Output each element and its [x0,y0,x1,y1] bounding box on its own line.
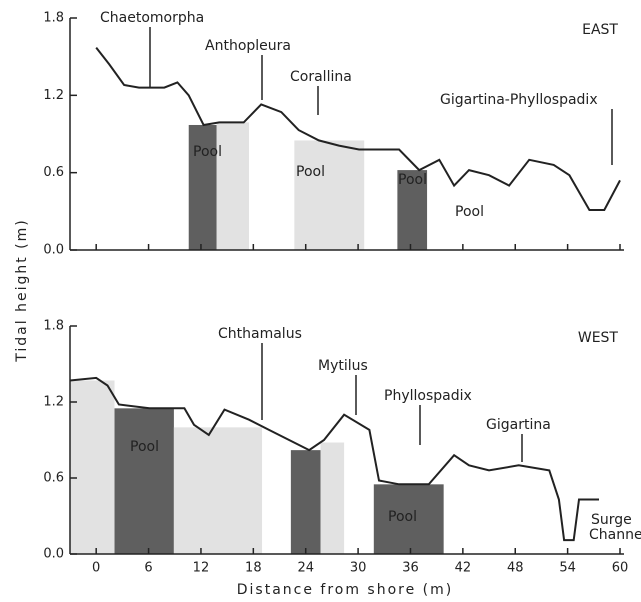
profile [95,46,621,211]
x-tick-label: 12 [193,561,210,576]
y-tick-label: 0.0 [43,547,64,562]
pool [173,427,263,554]
annotation: Gigartina-Phyllospadix [440,92,598,108]
pool [294,140,365,250]
x-tick-label: 6 [144,561,152,576]
y-tick-label: 1.8 [43,11,64,26]
panel-label: WEST [578,330,619,346]
x-tick-label: 36 [402,561,419,576]
pool [320,442,345,554]
x-tick-label: 30 [350,561,367,576]
annotation: Mytilus [318,358,368,374]
pool [188,124,217,250]
pool [373,484,444,554]
y-tick-label: 0.6 [43,471,64,486]
y-tick-label: 0.6 [43,165,64,180]
pool [216,122,249,250]
annotation: Pool [398,172,427,188]
annotation: Chaetomorpha [100,10,204,26]
x-tick-label: 60 [612,561,629,576]
pool [290,450,321,554]
x-axis-label: Distance from shore (m) [237,582,454,598]
y-tick-label: 1.8 [43,319,64,334]
annotation: Pool [455,204,484,220]
y-tick-label: 0.0 [43,243,64,258]
profile [69,376,599,542]
x-tick-label: 48 [507,561,524,576]
x-tick-label: 24 [297,561,314,576]
annotation: Channel [589,527,641,543]
annotation: Corallina [290,69,352,85]
annotation: Phyllospadix [384,388,472,404]
x-tick-label: 42 [455,561,472,576]
pool [70,380,115,554]
y-axis-label: Tidal height (m) [14,218,30,362]
annotation: Surge [591,512,632,528]
pool [397,170,428,250]
annotation: Gigartina [486,417,551,433]
x-tick-label: 54 [559,561,576,576]
pool [114,408,174,554]
y-tick-label: 1.2 [43,395,64,410]
x-tick-label: 0 [92,561,100,576]
annotation: Pool [388,509,417,525]
annotation: Pool [296,164,325,180]
annotation: Chthamalus [218,326,302,342]
x-tick-label: 18 [245,561,262,576]
annotation: Pool [193,144,222,160]
annotation: Pool [130,439,159,455]
annotation: Anthopleura [205,38,291,54]
y-tick-label: 1.2 [43,88,64,103]
panel-label: EAST [582,22,618,38]
